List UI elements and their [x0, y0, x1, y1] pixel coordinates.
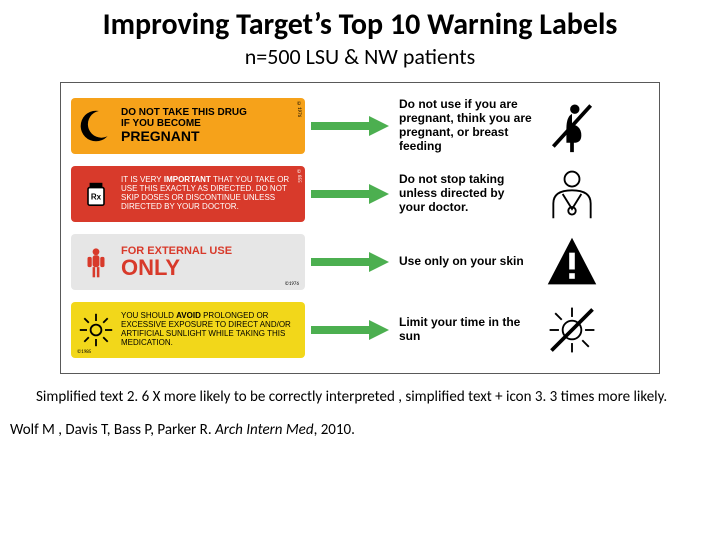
original-label-sunlight: YOU SHOULD AVOID PROLONGED OR EXCESSIVE …	[71, 302, 305, 358]
simplified-text: Use only on your skin	[395, 255, 537, 269]
doctor-icon	[543, 165, 601, 223]
subtitle: n=500 LSU & NW patients	[0, 41, 720, 78]
label-row: FOR EXTERNAL USE ONLY ©1976 Use only on …	[71, 233, 649, 291]
code-text: ©1976	[285, 281, 299, 287]
label-emph: ONLY	[121, 255, 180, 280]
original-label-external: FOR EXTERNAL USE ONLY ©1976	[71, 234, 305, 290]
label-thin1: IT IS VERY	[121, 175, 162, 184]
sun-slash-icon	[543, 301, 601, 359]
simplified-text: Limit your time in the sun	[395, 316, 537, 344]
arrow-icon	[311, 320, 389, 340]
citation-authors: Wolf M , Davis T, Bass P, Parker R.	[10, 421, 215, 439]
svg-text:Rx: Rx	[91, 193, 102, 202]
arrow-icon	[311, 116, 389, 136]
arrow-icon	[311, 184, 389, 204]
rx-bottle-icon: Rx	[77, 175, 115, 213]
body-icon	[77, 243, 115, 281]
moon-icon	[77, 107, 115, 145]
label-row: DO NOT TAKE THIS DRUG IF YOU BECOME PREG…	[71, 97, 649, 155]
label-emph: PREGNANT	[121, 128, 200, 144]
label-full: YOU SHOULD AVOID PROLONGED OR EXCESSIVE …	[121, 311, 291, 346]
page-title: Improving Target’s Top 10 Warning Labels	[0, 0, 720, 41]
simplified-text: Do not use if you are pregnant, think yo…	[395, 98, 537, 153]
citation-journal: Arch Intern Med	[215, 421, 313, 439]
code-text: ©1985	[77, 349, 91, 355]
label-line1: DO NOT TAKE THIS DRUG	[121, 107, 247, 118]
simplified-text: Do not stop taking unless directed by yo…	[395, 173, 537, 214]
citation-tail: , 2010.	[314, 421, 355, 439]
citation: Wolf M , Davis T, Bass P, Parker R. Arch…	[0, 407, 720, 439]
label-row: Rx IT IS VERY IMPORTANT THAT YOU TAKE OR…	[71, 165, 649, 223]
code-text: ©1976	[296, 101, 302, 117]
sunburst-icon	[77, 311, 115, 349]
arrow-icon	[311, 252, 389, 272]
code-text: ©855	[296, 169, 302, 183]
caption-text: Simplified text 2. 6 X more likely to be…	[0, 374, 720, 407]
figure-box: DO NOT TAKE THIS DRUG IF YOU BECOME PREG…	[60, 82, 660, 374]
label-bold: IMPORTANT	[164, 175, 211, 184]
pregnant-slash-icon	[543, 97, 601, 155]
original-label-pregnant: DO NOT TAKE THIS DRUG IF YOU BECOME PREG…	[71, 98, 305, 154]
label-row: YOU SHOULD AVOID PROLONGED OR EXCESSIVE …	[71, 301, 649, 359]
original-label-important: Rx IT IS VERY IMPORTANT THAT YOU TAKE OR…	[71, 166, 305, 222]
warning-triangle-icon	[543, 233, 601, 291]
